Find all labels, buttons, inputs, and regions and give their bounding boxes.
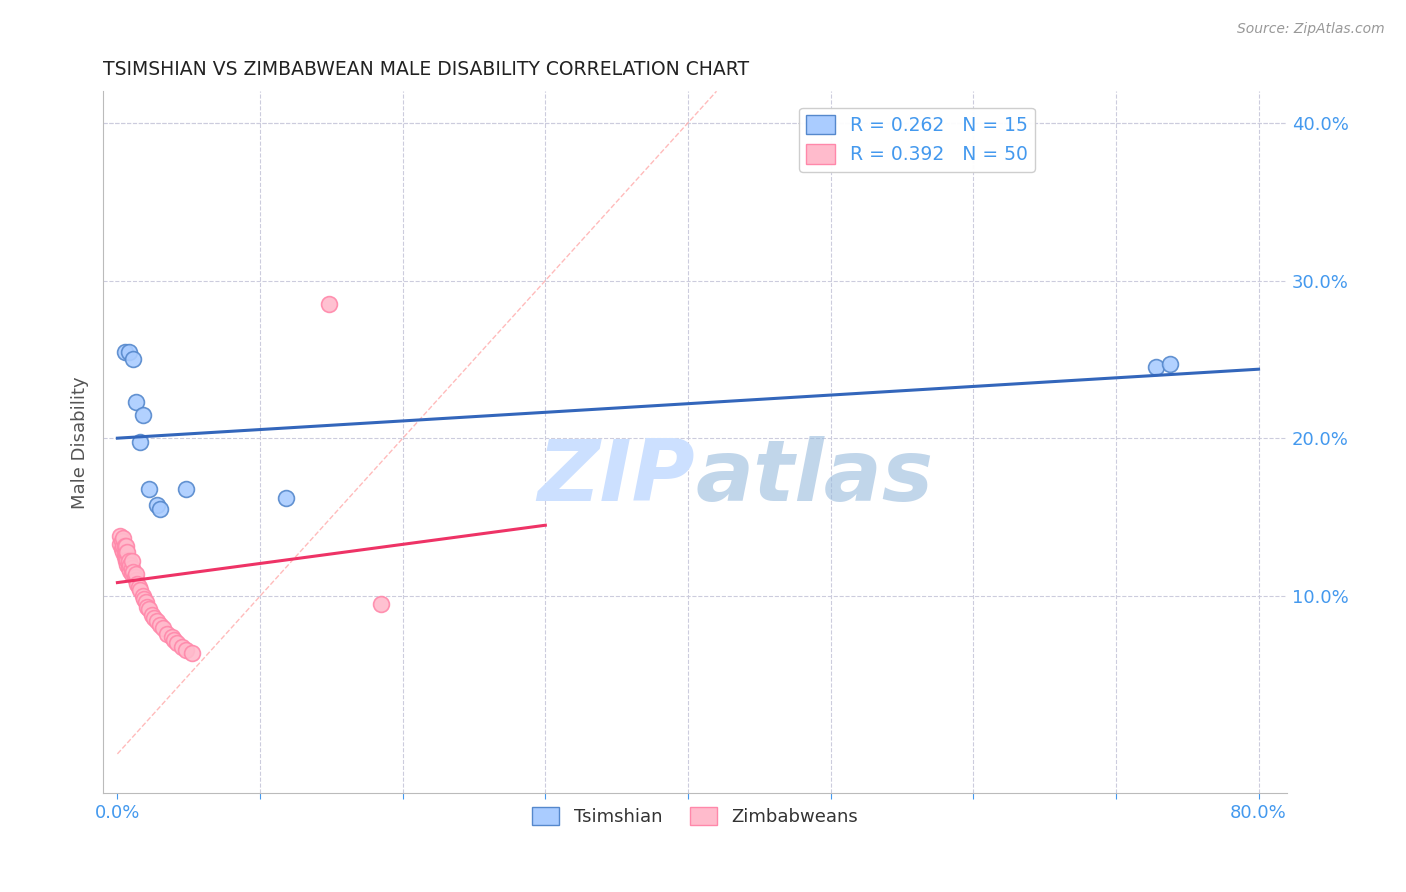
Point: [132, 408, 155, 422]
Point: [124, 570, 146, 584]
Point: [1144, 360, 1167, 375]
Point: [120, 564, 142, 578]
Point: [134, 592, 156, 607]
Point: [114, 549, 136, 564]
Point: [370, 597, 392, 611]
Point: [174, 642, 197, 657]
Point: [117, 553, 139, 567]
Point: [111, 533, 134, 548]
Point: [152, 621, 174, 635]
Point: [129, 582, 152, 597]
Point: [110, 537, 132, 551]
Point: [115, 549, 138, 564]
Point: [125, 574, 148, 588]
Point: [114, 545, 136, 559]
Point: [274, 491, 297, 506]
Point: [112, 539, 135, 553]
Point: [180, 646, 202, 660]
Point: [129, 434, 152, 449]
Point: [112, 531, 135, 545]
Point: [115, 545, 138, 559]
Text: atlas: atlas: [695, 436, 934, 519]
Point: [112, 545, 135, 559]
Point: [115, 539, 138, 553]
Point: [125, 567, 148, 582]
Text: ZIP: ZIP: [537, 436, 695, 519]
Legend: Tsimshian, Zimbabweans: Tsimshian, Zimbabweans: [526, 799, 865, 833]
Text: TSIMSHIAN VS ZIMBABWEAN MALE DISABILITY CORRELATION CHART: TSIMSHIAN VS ZIMBABWEAN MALE DISABILITY …: [103, 60, 749, 78]
Point: [118, 344, 141, 359]
Text: Source: ZipAtlas.com: Source: ZipAtlas.com: [1237, 22, 1385, 37]
Point: [170, 640, 193, 654]
Point: [318, 297, 340, 311]
Point: [121, 560, 143, 574]
Point: [110, 529, 132, 543]
Point: [136, 600, 159, 615]
Point: [115, 554, 138, 568]
Y-axis label: Male Disability: Male Disability: [72, 376, 89, 508]
Point: [143, 611, 166, 625]
Point: [114, 539, 136, 553]
Point: [125, 395, 148, 409]
Point: [120, 558, 142, 572]
Point: [166, 636, 188, 650]
Point: [127, 576, 149, 591]
Point: [160, 630, 183, 644]
Point: [1159, 357, 1181, 371]
Point: [149, 617, 172, 632]
Point: [146, 498, 169, 512]
Point: [121, 567, 143, 582]
Point: [141, 608, 163, 623]
Point: [128, 580, 150, 594]
Point: [156, 627, 179, 641]
Point: [174, 482, 197, 496]
Point: [146, 615, 169, 629]
Point: [118, 554, 141, 568]
Point: [132, 589, 155, 603]
Point: [122, 566, 145, 580]
Point: [149, 502, 172, 516]
Point: [114, 344, 136, 359]
Point: [163, 633, 186, 648]
Point: [117, 545, 139, 559]
Point: [118, 560, 141, 574]
Point: [135, 595, 157, 609]
Point: [122, 352, 145, 367]
Point: [111, 541, 134, 556]
Point: [138, 601, 160, 615]
Point: [138, 482, 160, 496]
Point: [121, 554, 143, 568]
Point: [117, 558, 139, 572]
